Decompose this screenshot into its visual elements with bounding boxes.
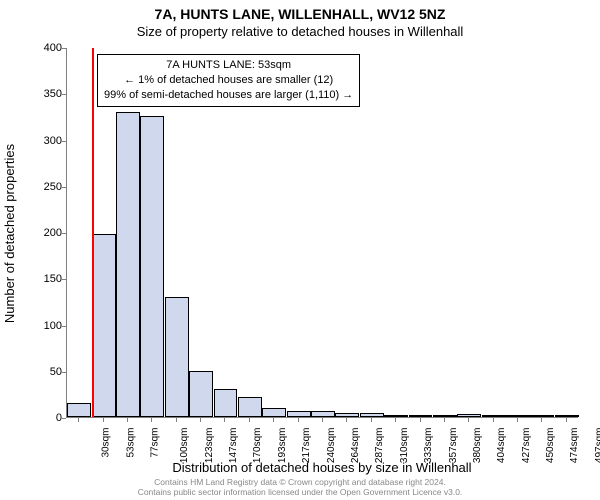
x-tick-label: 357sqm <box>448 428 459 464</box>
histogram-bar <box>433 415 457 417</box>
x-tick-mark <box>103 418 104 422</box>
histogram-bar <box>457 414 481 417</box>
x-tick-mark <box>371 418 372 422</box>
x-tick-label: 147sqm <box>228 428 239 464</box>
y-tick-mark <box>62 94 66 95</box>
x-tick-mark <box>151 418 152 422</box>
x-tick-mark <box>200 418 201 422</box>
annotation-line-3: 99% of semi-detached houses are larger (… <box>104 88 353 103</box>
histogram-bar <box>262 408 286 417</box>
x-tick-label: 170sqm <box>253 428 264 464</box>
annotation-line-1: 7A HUNTS LANE: 53sqm <box>104 58 353 73</box>
x-tick-mark <box>298 418 299 422</box>
y-tick-mark <box>62 48 66 49</box>
y-tick-label: 150 <box>32 273 62 285</box>
histogram-bar <box>238 397 262 417</box>
x-tick-mark <box>273 418 274 422</box>
x-tick-mark <box>517 418 518 422</box>
footer-line-2: Contains public sector information licen… <box>0 488 600 498</box>
x-tick-mark <box>420 418 421 422</box>
x-tick-mark <box>566 418 567 422</box>
x-tick-mark <box>346 418 347 422</box>
x-tick-label: 474sqm <box>570 428 581 464</box>
property-marker-line <box>92 48 94 417</box>
histogram-bar <box>67 403 91 417</box>
histogram-bar <box>214 389 238 417</box>
y-tick-mark <box>62 141 66 142</box>
histogram-bar <box>287 411 311 417</box>
histogram-bar <box>482 415 506 417</box>
x-tick-mark <box>468 418 469 422</box>
x-tick-mark <box>493 418 494 422</box>
x-tick-label: 100sqm <box>179 428 190 464</box>
x-tick-label: 217sqm <box>301 428 312 464</box>
x-tick-label: 333sqm <box>423 428 434 464</box>
y-tick-mark <box>62 233 66 234</box>
x-tick-mark <box>395 418 396 422</box>
histogram-bar <box>92 234 116 417</box>
x-tick-label: 193sqm <box>277 428 288 464</box>
x-tick-mark <box>541 418 542 422</box>
y-tick-mark <box>62 418 66 419</box>
y-tick-mark <box>62 326 66 327</box>
histogram-bar <box>384 415 408 417</box>
x-tick-label: 240sqm <box>326 428 337 464</box>
histogram-bar <box>189 371 213 417</box>
footer-attribution: Contains HM Land Registry data © Crown c… <box>0 478 600 498</box>
histogram-bar <box>506 415 530 417</box>
chart-subtitle: Size of property relative to detached ho… <box>0 24 600 39</box>
x-tick-mark <box>127 418 128 422</box>
y-tick-mark <box>62 279 66 280</box>
chart-title: 7A, HUNTS LANE, WILLENHALL, WV12 5NZ <box>0 6 600 22</box>
histogram-bar <box>530 415 554 417</box>
x-tick-mark <box>176 418 177 422</box>
y-tick-label: 350 <box>32 88 62 100</box>
y-tick-label: 250 <box>32 181 62 193</box>
histogram-bar <box>360 413 384 417</box>
chart-container: 7A, HUNTS LANE, WILLENHALL, WV12 5NZ Siz… <box>0 0 600 500</box>
histogram-bar <box>409 415 433 417</box>
y-tick-label: 50 <box>32 366 62 378</box>
x-tick-label: 123sqm <box>204 428 215 464</box>
histogram-bar <box>555 415 579 417</box>
histogram-bar <box>140 116 164 417</box>
annotation-box: 7A HUNTS LANE: 53sqm ← 1% of detached ho… <box>97 54 360 107</box>
x-tick-label: 77sqm <box>149 428 160 458</box>
x-tick-label: 450sqm <box>545 428 556 464</box>
annotation-line-2: ← 1% of detached houses are smaller (12) <box>104 73 353 88</box>
x-tick-label: 380sqm <box>472 428 483 464</box>
x-tick-label: 427sqm <box>521 428 532 464</box>
x-tick-label: 497sqm <box>594 428 600 464</box>
y-axis-label: Number of detached properties <box>2 48 18 418</box>
x-tick-label: 30sqm <box>101 428 112 458</box>
x-tick-mark <box>444 418 445 422</box>
histogram-bar <box>311 411 335 417</box>
x-tick-label: 264sqm <box>350 428 361 464</box>
x-tick-mark <box>224 418 225 422</box>
histogram-bar <box>116 112 140 417</box>
histogram-bar <box>335 413 359 417</box>
x-tick-label: 404sqm <box>496 428 507 464</box>
x-tick-label: 53sqm <box>125 428 136 458</box>
y-tick-label: 300 <box>32 135 62 147</box>
y-tick-label: 400 <box>32 42 62 54</box>
x-tick-mark <box>78 418 79 422</box>
x-tick-label: 310sqm <box>399 428 410 464</box>
y-tick-label: 200 <box>32 227 62 239</box>
y-tick-label: 100 <box>32 320 62 332</box>
y-tick-label: 0 <box>32 412 62 424</box>
x-tick-mark <box>322 418 323 422</box>
x-tick-label: 287sqm <box>374 428 385 464</box>
y-tick-mark <box>62 187 66 188</box>
plot-area: 7A HUNTS LANE: 53sqm ← 1% of detached ho… <box>66 48 578 418</box>
x-tick-mark <box>249 418 250 422</box>
y-tick-mark <box>62 372 66 373</box>
histogram-bar <box>165 297 189 417</box>
